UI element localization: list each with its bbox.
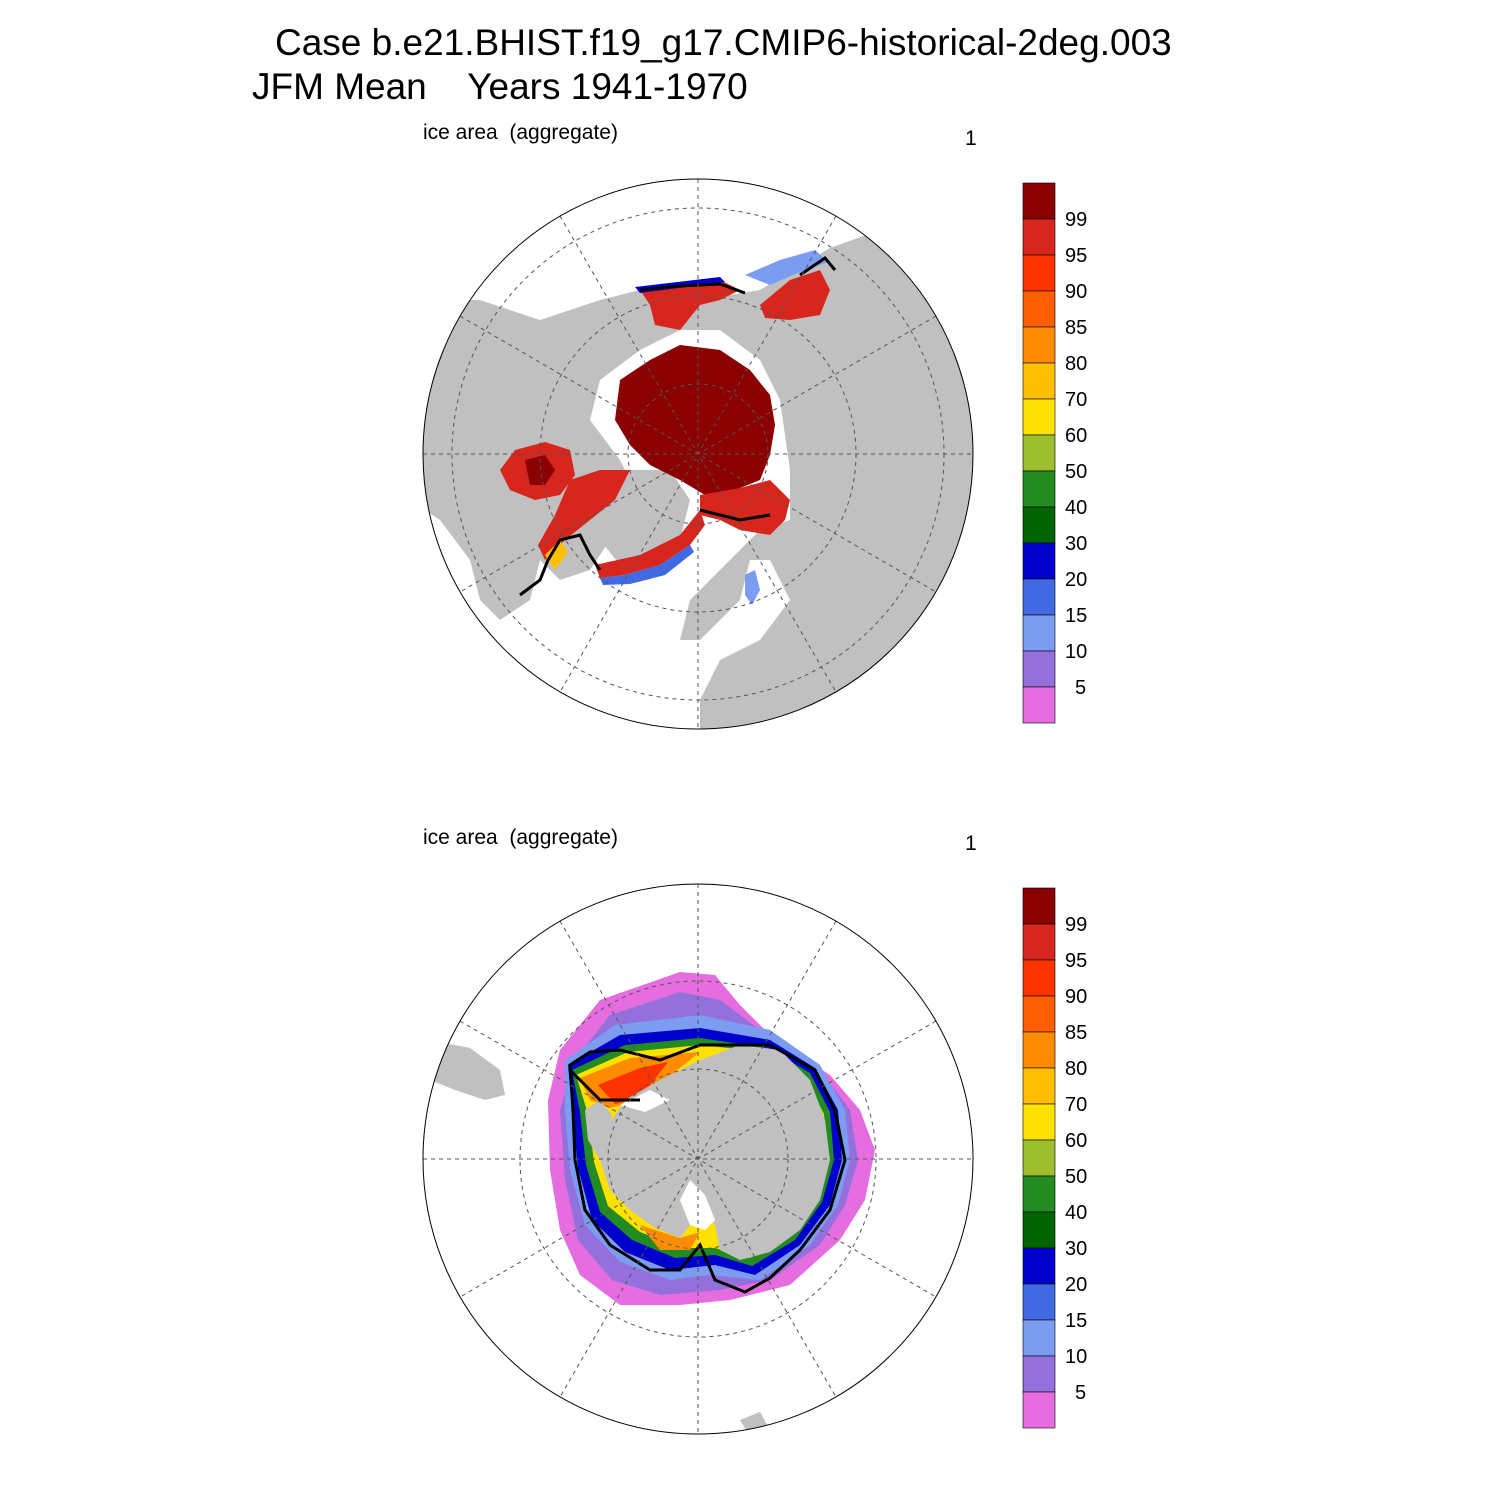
colorbar-north-tick-label: 10 bbox=[1065, 641, 1087, 663]
panel-north-label: ice area (aggregate) bbox=[423, 121, 618, 144]
colorbar-north-tick-label: 40 bbox=[1065, 497, 1087, 519]
colorbar-north-tick-label: 30 bbox=[1065, 533, 1087, 555]
colorbar-north-swatch bbox=[1022, 650, 1056, 688]
colorbar-south-tick-label: 30 bbox=[1065, 1238, 1087, 1260]
colorbar-south: 99 95 90 85 80 70 60 50 40 30 20 15 10 5 bbox=[1022, 887, 1087, 1429]
colorbar-south-tick-label: 80 bbox=[1065, 1058, 1087, 1080]
colorbar-south-swatch bbox=[1022, 1355, 1056, 1393]
north-baffin-ice bbox=[538, 470, 630, 560]
colorbar-south-swatch bbox=[1022, 1283, 1056, 1321]
colorbar-north-swatch bbox=[1022, 542, 1056, 580]
colorbar-south-tick-label: 99 bbox=[1065, 914, 1087, 936]
colorbar-south-tick-label: 50 bbox=[1065, 1166, 1087, 1188]
colorbar-south-swatch bbox=[1022, 887, 1056, 925]
colorbar-south-swatch bbox=[1022, 1139, 1056, 1177]
panel-south-label: ice area (aggregate) bbox=[423, 826, 618, 849]
colorbar-south-tick-label: 90 bbox=[1065, 986, 1087, 1008]
colorbar-north-swatch bbox=[1022, 578, 1056, 616]
south-graticule bbox=[423, 884, 973, 1434]
colorbar-south-swatch bbox=[1022, 995, 1056, 1033]
colorbar-north-swatch bbox=[1022, 686, 1056, 724]
colorbar-south-tick-label: 70 bbox=[1065, 1094, 1087, 1116]
colorbar-north-swatch bbox=[1022, 506, 1056, 544]
colorbar-north-swatch bbox=[1022, 470, 1056, 508]
colorbar-south-tick-label: 60 bbox=[1065, 1130, 1087, 1152]
colorbar-north-tick-label: 80 bbox=[1065, 353, 1087, 375]
colorbar-south-swatch bbox=[1022, 959, 1056, 997]
colorbar-south-tick-label: 40 bbox=[1065, 1202, 1087, 1224]
panel-south-number: 1 bbox=[965, 832, 977, 855]
colorbar-north-swatch bbox=[1022, 362, 1056, 400]
antarctic-peninsula-land bbox=[585, 1100, 612, 1160]
colorbar-south-tick-label: 5 bbox=[1075, 1382, 1086, 1404]
north-graticule bbox=[423, 179, 973, 729]
colorbar-south-swatch bbox=[1022, 1211, 1056, 1249]
north-okhotsk-edge-ice bbox=[745, 250, 828, 285]
north-climatology-contour bbox=[519, 255, 837, 597]
colorbar-south-swatch bbox=[1022, 923, 1056, 961]
south-climatology-contour bbox=[568, 1043, 847, 1294]
colorbar-north-swatch bbox=[1022, 254, 1056, 292]
colorbar-north-tick-label: 99 bbox=[1065, 209, 1087, 231]
south-map-border bbox=[422, 883, 974, 1435]
colorbar-north: 99 95 90 85 80 70 60 50 40 30 20 15 10 5 bbox=[1022, 182, 1087, 724]
colorbar-south-swatch bbox=[1022, 1031, 1056, 1069]
colorbar-north-tick-label: 50 bbox=[1065, 461, 1087, 483]
colorbar-north-tick-label: 70 bbox=[1065, 389, 1087, 411]
figure-title-line-1: Case b.e21.BHIST.f19_g17.CMIP6-historica… bbox=[275, 22, 1172, 63]
colorbar-south-tick-label: 15 bbox=[1065, 1310, 1087, 1332]
colorbar-north-swatch bbox=[1022, 218, 1056, 256]
colorbar-north-swatch bbox=[1022, 290, 1056, 328]
colorbar-north-swatch bbox=[1022, 182, 1056, 220]
north-hudson-core-ice bbox=[525, 455, 555, 485]
colorbar-south-tick-label: 10 bbox=[1065, 1346, 1087, 1368]
colorbar-north-tick-label: 15 bbox=[1065, 605, 1087, 627]
colorbar-north-tick-label: 85 bbox=[1065, 317, 1087, 339]
south-ross-ice-80 bbox=[640, 1225, 700, 1250]
north-central-arctic-ice bbox=[615, 345, 775, 495]
colorbar-south-tick-label: 95 bbox=[1065, 950, 1087, 972]
north-east-greenland-ice bbox=[595, 510, 705, 578]
colorbar-south-swatch bbox=[1022, 1067, 1056, 1105]
north-polar-map bbox=[422, 178, 974, 730]
colorbar-north-swatch bbox=[1022, 326, 1056, 364]
south-america-land bbox=[430, 1040, 505, 1100]
colorbar-north-tick-label: 5 bbox=[1075, 677, 1086, 699]
colorbar-north-tick-label: 60 bbox=[1065, 425, 1087, 447]
colorbar-north-swatch bbox=[1022, 434, 1056, 472]
north-bering-ice bbox=[640, 280, 740, 330]
ronne-ice-shelf bbox=[620, 1090, 670, 1112]
figure-title-line-2: JFM Mean Years 1941-1970 bbox=[252, 66, 748, 107]
south-polar-map bbox=[422, 883, 974, 1435]
north-east-greenland-edge-ice bbox=[600, 545, 694, 585]
panel-north-number: 1 bbox=[965, 127, 977, 150]
colorbar-north-tick-label: 20 bbox=[1065, 569, 1087, 591]
north-okhotsk-ice bbox=[760, 270, 830, 320]
south-weddell-ice-90 bbox=[598, 1062, 668, 1104]
colorbar-south-swatch bbox=[1022, 1247, 1056, 1285]
colorbar-north-tick-label: 90 bbox=[1065, 281, 1087, 303]
north-map-border bbox=[422, 178, 974, 730]
colorbar-south-swatch bbox=[1022, 1175, 1056, 1213]
colorbar-north-tick-label: 95 bbox=[1065, 245, 1087, 267]
north-labrador-edge-ice bbox=[545, 540, 568, 570]
colorbar-north-swatch bbox=[1022, 614, 1056, 652]
colorbar-south-swatch bbox=[1022, 1319, 1056, 1357]
colorbar-south-tick-label: 85 bbox=[1065, 1022, 1087, 1044]
colorbar-south-swatch bbox=[1022, 1391, 1056, 1429]
north-baltic-ice bbox=[745, 570, 760, 605]
colorbar-south-swatch bbox=[1022, 1103, 1056, 1141]
colorbar-south-tick-label: 20 bbox=[1065, 1274, 1087, 1296]
colorbar-north-swatch bbox=[1022, 398, 1056, 436]
